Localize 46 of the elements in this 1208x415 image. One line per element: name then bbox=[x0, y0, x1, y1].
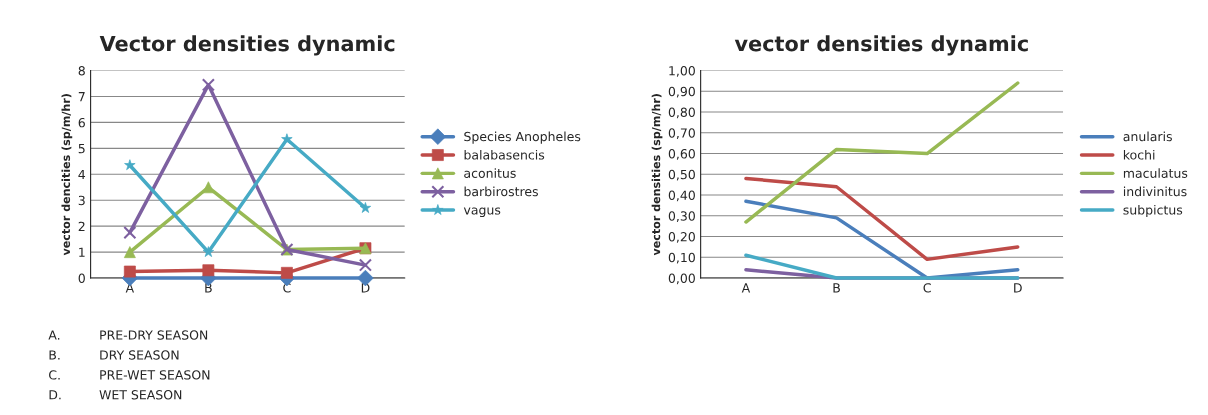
text: DRY SEASON bbox=[100, 350, 179, 360]
legend-label: Species Anopheles bbox=[464, 131, 581, 144]
legend-label: anularis bbox=[1123, 131, 1172, 142]
y-tick-label: 1 bbox=[79, 247, 85, 257]
legend-label: barbirostres bbox=[464, 186, 538, 197]
text: A. bbox=[48, 330, 60, 340]
y-tick-label: 4 bbox=[78, 169, 86, 180]
y-axis-title: vector dencities (sp/m/hr) bbox=[61, 94, 73, 256]
y-tick-label: 8 bbox=[78, 66, 85, 76]
x-tick-label: A bbox=[741, 283, 751, 293]
text: WET SEASON bbox=[99, 390, 182, 400]
y-tick-label: 5 bbox=[78, 144, 85, 154]
y-axis-title: vector densities (sp/m/hr) bbox=[651, 94, 663, 256]
text: PRE-DRY SEASON bbox=[100, 330, 208, 340]
x-tick-label: D bbox=[1014, 283, 1022, 293]
y-tick-label: 7 bbox=[78, 92, 85, 102]
legend-label: subpictus bbox=[1123, 204, 1183, 218]
y-tick-label: 0,40 bbox=[668, 190, 695, 202]
y-tick-label: 2 bbox=[78, 221, 85, 231]
text: C. bbox=[49, 370, 60, 380]
x-tick-label: B bbox=[833, 283, 840, 293]
y-tick-label: 0,20 bbox=[668, 232, 695, 243]
y-tick-label: 0,50 bbox=[668, 169, 695, 181]
y-tick-label: 0,80 bbox=[668, 107, 695, 119]
legend-label: maculatus bbox=[1123, 168, 1188, 178]
y-tick-label: 0 bbox=[78, 273, 85, 283]
legend-label: aconitus bbox=[464, 168, 516, 178]
y-tick-label: 0,00 bbox=[668, 273, 695, 285]
text: D. bbox=[49, 390, 61, 400]
text: B. bbox=[49, 350, 60, 360]
y-tick-label: 0,90 bbox=[668, 86, 695, 98]
x-tick-label: C bbox=[923, 283, 931, 293]
y-tick-label: 0,70 bbox=[668, 128, 695, 139]
chart-title: Vector densities dynamic bbox=[99, 35, 395, 56]
y-tick-label: 0,30 bbox=[668, 211, 695, 222]
text: PRE-WET SEASON bbox=[100, 370, 210, 380]
legend-label: indivinitus bbox=[1123, 186, 1187, 197]
y-tick-label: 0,60 bbox=[668, 149, 695, 160]
y-tick-label: 6 bbox=[78, 117, 85, 128]
legend-label: vagus bbox=[463, 207, 501, 218]
y-tick-label: 0,10 bbox=[668, 252, 695, 264]
y-tick-label: 3 bbox=[78, 195, 85, 206]
y-tick-label: 1,00 bbox=[669, 66, 695, 77]
legend-label: kochi bbox=[1123, 149, 1155, 160]
chart-title: vector densities dynamic bbox=[734, 35, 1028, 56]
legend-label: balabasencis bbox=[464, 149, 545, 160]
